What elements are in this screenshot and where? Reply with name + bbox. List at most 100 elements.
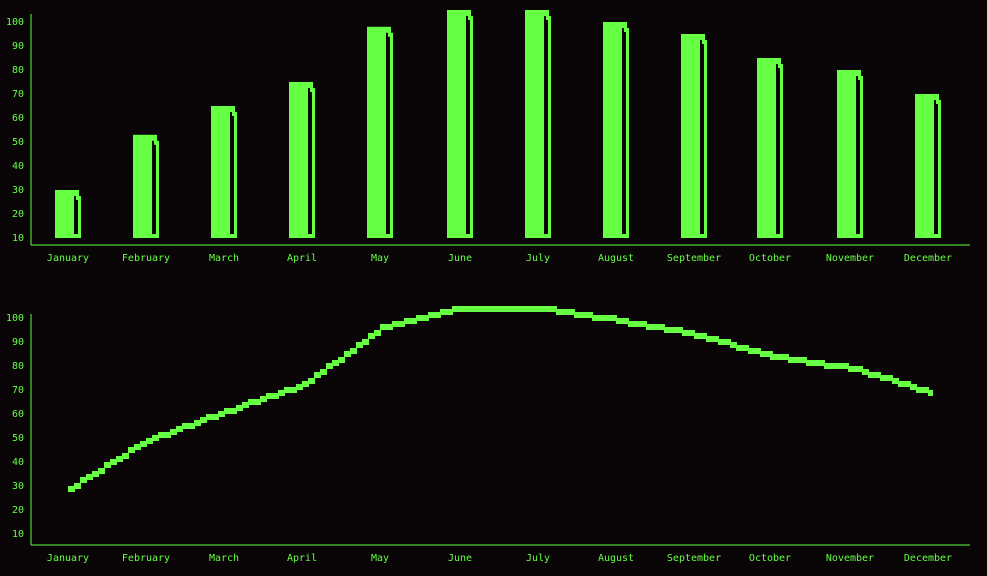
bar	[757, 58, 783, 238]
line-segment	[134, 444, 141, 450]
line-segment	[236, 405, 243, 411]
line-segment	[380, 324, 387, 330]
line-segment	[296, 384, 303, 390]
line-segment	[586, 312, 593, 318]
line-segment	[152, 435, 159, 441]
line-segment	[110, 459, 117, 465]
bar-gap	[466, 16, 468, 234]
line-segment	[736, 345, 743, 351]
line-segment	[856, 366, 863, 372]
line-segment	[326, 363, 333, 369]
line-segment	[502, 306, 509, 312]
x-tick-label: February	[122, 253, 170, 264]
line-segment	[440, 309, 447, 315]
line-segment	[224, 408, 231, 414]
x-tick-label: June	[448, 553, 472, 564]
bar-shadow-gap	[468, 20, 470, 234]
line-segment	[428, 312, 435, 318]
line-segment	[140, 441, 147, 447]
bar-gap	[230, 112, 232, 234]
line-segment	[788, 357, 795, 363]
line-segment	[176, 426, 183, 432]
line-segment	[508, 306, 515, 312]
bar-gap	[152, 140, 154, 234]
line-segment	[194, 420, 201, 426]
line-segment	[892, 378, 899, 384]
bar	[681, 34, 707, 238]
line-segment	[880, 375, 887, 381]
line-segment	[622, 318, 629, 324]
line-segment	[254, 399, 261, 405]
line-segment	[598, 315, 605, 321]
bar-shadow-gap	[702, 44, 704, 234]
line-segment	[874, 372, 881, 378]
line-segment	[628, 321, 635, 327]
line-segment	[718, 339, 725, 345]
line-segment	[794, 357, 801, 363]
bar-shadow	[388, 32, 393, 238]
bar-shadow-gap	[778, 68, 780, 234]
y-tick-label: 40	[12, 161, 24, 172]
line-segment	[452, 306, 459, 312]
line-segment	[770, 354, 777, 360]
x-tick-label: November	[826, 253, 874, 264]
line-segment	[104, 462, 111, 468]
x-tick-label: September	[667, 553, 721, 564]
line-segment	[86, 474, 93, 480]
line-segment	[80, 477, 87, 483]
line-segment	[928, 390, 933, 396]
line-segment	[484, 306, 491, 312]
line-segment	[742, 345, 749, 351]
line-segment	[472, 306, 479, 312]
x-tick-label: January	[47, 253, 89, 264]
bar-shadow	[778, 64, 783, 238]
line-segment	[592, 315, 599, 321]
y-tick-label: 70	[12, 385, 24, 396]
line-segment	[910, 384, 917, 390]
line-segment	[116, 456, 123, 462]
y-tick-label: 80	[12, 65, 24, 76]
x-tick-label: December	[904, 253, 952, 264]
x-tick-label: April	[287, 253, 317, 264]
line-segment	[338, 357, 345, 363]
y-tick-label: 20	[12, 209, 24, 220]
line-segment	[818, 360, 825, 366]
line-segment	[850, 366, 857, 372]
line-segment	[392, 321, 399, 327]
line-segment	[904, 381, 911, 387]
line-segment	[712, 336, 719, 342]
line-segment	[368, 333, 375, 339]
line-segment	[922, 387, 929, 393]
bar-shadow-gap	[232, 116, 234, 234]
line-chart: 10 20 30 40 50 60 70 80 90 100 January February Marc…	[6, 306, 970, 564]
x-tick-label: March	[209, 553, 239, 564]
line-segment	[466, 306, 473, 312]
line-segment	[724, 339, 731, 345]
y-tick-label: 80	[12, 361, 24, 372]
line-segment	[290, 387, 297, 393]
bar	[915, 94, 941, 238]
line-segment	[92, 471, 99, 477]
y-tick-label: 10	[12, 233, 24, 244]
x-tick-label: February	[122, 553, 170, 564]
bar	[289, 82, 315, 238]
bar	[211, 106, 237, 238]
bar-gap	[544, 16, 546, 234]
x-tick-label: May	[371, 253, 389, 264]
bar	[367, 26, 393, 238]
line-segment	[74, 483, 81, 489]
line-segment	[842, 363, 849, 369]
line-segment	[676, 327, 683, 333]
bar-shadow-gap	[858, 80, 860, 234]
x-tick-label: July	[526, 253, 550, 264]
line-segment	[782, 354, 789, 360]
line-segment	[410, 318, 417, 324]
bar-shadow-gap	[310, 92, 312, 234]
line-segment	[446, 309, 453, 315]
x-tick-label: August	[598, 253, 634, 264]
line-segment	[182, 423, 189, 429]
line-segment	[776, 354, 783, 360]
line-segment	[260, 396, 267, 402]
line-segment	[610, 315, 617, 321]
